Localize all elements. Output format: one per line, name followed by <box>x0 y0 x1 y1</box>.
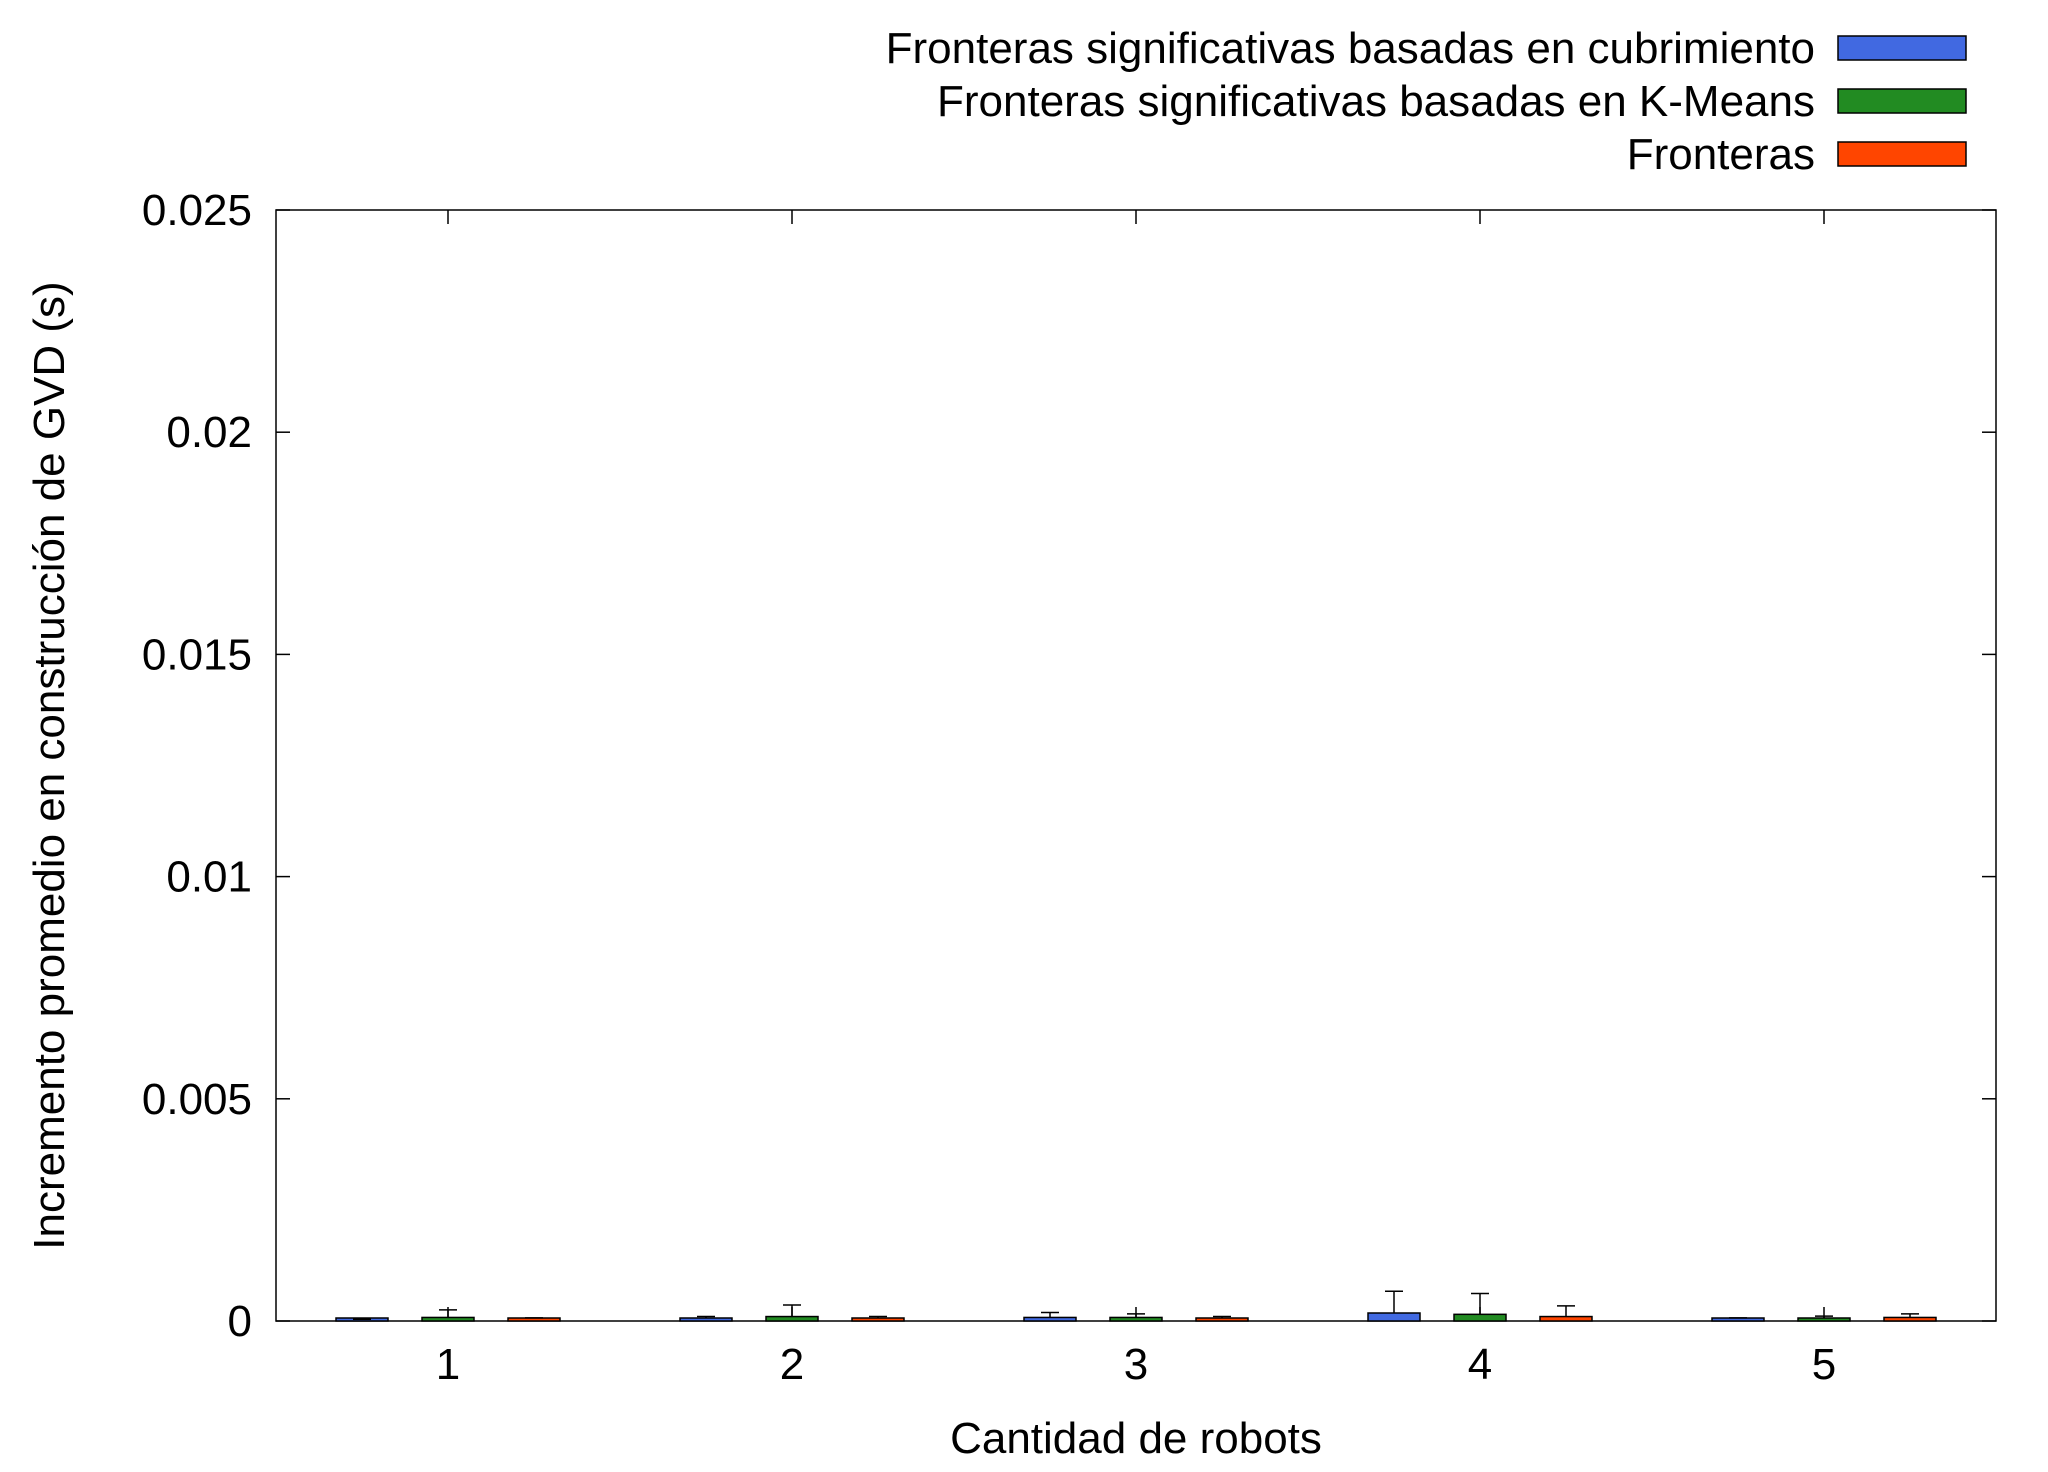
legend-label: Fronteras significativas basadas en K-Me… <box>937 77 1815 126</box>
x-axis: 1 2 3 4 5 <box>436 210 1836 1389</box>
legend-swatch <box>1837 141 1967 167</box>
x-tick-label: 1 <box>436 1340 460 1389</box>
y-tick-label: 0.015 <box>142 630 252 679</box>
y-tick-label: 0.005 <box>142 1075 252 1124</box>
legend-swatch <box>1837 88 1967 114</box>
x-tick-label: 3 <box>1124 1340 1148 1389</box>
bar <box>1195 1317 1249 1322</box>
x-axis-label: Cantidad de robots <box>950 1414 1322 1463</box>
bar <box>1883 1316 1937 1322</box>
bar <box>765 1315 819 1322</box>
legend-label: Fronteras significativas basadas en cubr… <box>886 24 1815 73</box>
bar <box>1453 1313 1507 1322</box>
bar <box>1367 1312 1421 1322</box>
bar <box>1109 1316 1163 1322</box>
bar <box>1539 1315 1593 1322</box>
x-tick-label: 5 <box>1812 1340 1836 1389</box>
bar <box>421 1316 475 1322</box>
y-axis: 0 0.005 0.01 0.015 0.02 0.025 <box>142 186 1996 1346</box>
bars <box>335 1290 1937 1322</box>
y-tick-label: 0.025 <box>142 186 252 235</box>
bar <box>1023 1316 1077 1322</box>
bar <box>679 1317 733 1322</box>
x-tick-label: 2 <box>780 1340 804 1389</box>
y-tick-label: 0 <box>228 1297 252 1346</box>
y-axis-label: Incremento promedio en construcción de G… <box>25 281 74 1249</box>
legend-label: Fronteras <box>1627 130 1815 179</box>
legend-swatch <box>1837 35 1967 61</box>
bar <box>851 1317 905 1322</box>
plot-area <box>275 209 1997 1322</box>
bar <box>1797 1317 1851 1322</box>
y-tick-label: 0.01 <box>166 853 252 902</box>
x-tick-label: 4 <box>1468 1340 1492 1389</box>
y-tick-label: 0.02 <box>166 408 252 457</box>
legend: Fronteras significativas basadas en cubr… <box>886 24 1967 179</box>
